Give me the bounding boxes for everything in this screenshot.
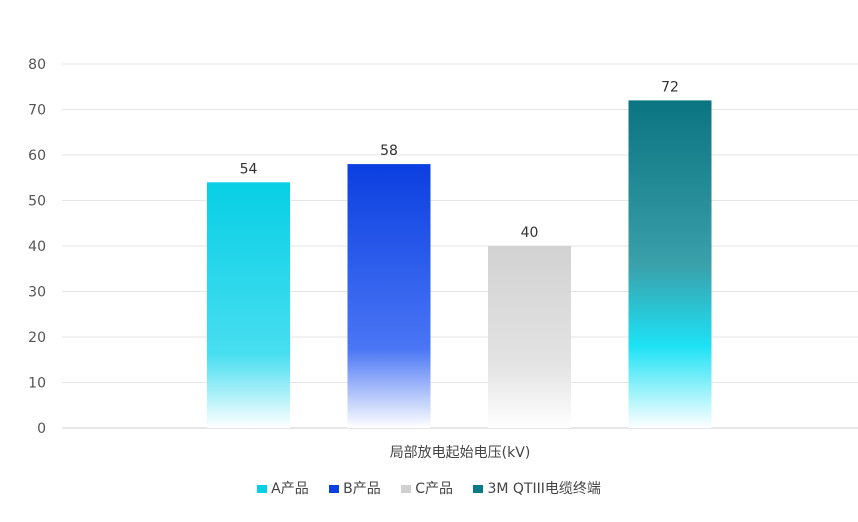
legend-label-3m: 3M QTIII电缆终端 bbox=[487, 481, 601, 497]
data-label: 72 bbox=[661, 79, 679, 95]
legend-label-a: A产品 bbox=[271, 481, 309, 497]
legend-item-3m[interactable]: 3M QTIII电缆终端 bbox=[473, 478, 601, 498]
legend-swatch-a bbox=[257, 485, 268, 493]
bar-b[interactable] bbox=[347, 164, 431, 428]
chart-area: 0 10 20 30 40 50 60 70 80 54 58 40 72 局部放电起始电压(kV) bbox=[28, 57, 858, 461]
legend-label-c: C产品 bbox=[415, 481, 453, 497]
legend: A产品 B产品 C产品 3M QTIII电缆终端 bbox=[0, 478, 858, 498]
y-tick-label: 80 bbox=[28, 57, 46, 73]
data-label: 40 bbox=[521, 225, 539, 241]
data-label: 58 bbox=[380, 143, 398, 159]
y-axis-ticks: 0 10 20 30 40 50 60 70 80 bbox=[28, 57, 46, 437]
legend-item-c[interactable]: C产品 bbox=[401, 478, 453, 498]
y-tick-label: 10 bbox=[28, 376, 46, 392]
legend-item-a[interactable]: A产品 bbox=[257, 478, 309, 498]
bar-c[interactable] bbox=[488, 246, 571, 428]
data-labels: 54 58 40 72 bbox=[240, 79, 679, 241]
y-tick-label: 70 bbox=[28, 103, 46, 119]
y-tick-label: 40 bbox=[28, 239, 46, 255]
legend-swatch-c bbox=[401, 485, 412, 493]
legend-item-b[interactable]: B产品 bbox=[329, 478, 381, 498]
grid-lines bbox=[62, 63, 858, 429]
legend-swatch-3m bbox=[473, 485, 484, 493]
bars bbox=[207, 100, 712, 429]
bar-3m[interactable] bbox=[628, 100, 712, 429]
legend-label-b: B产品 bbox=[343, 481, 381, 497]
legend-swatch-b bbox=[329, 485, 340, 493]
y-tick-label: 20 bbox=[28, 330, 46, 346]
x-axis-label: 局部放电起始电压(kV) bbox=[390, 445, 531, 461]
data-label: 54 bbox=[240, 161, 258, 177]
bar-a[interactable] bbox=[207, 182, 290, 428]
y-tick-label: 30 bbox=[28, 285, 46, 301]
y-tick-label: 0 bbox=[37, 421, 46, 437]
y-tick-label: 60 bbox=[28, 148, 46, 164]
y-tick-label: 50 bbox=[28, 194, 46, 210]
